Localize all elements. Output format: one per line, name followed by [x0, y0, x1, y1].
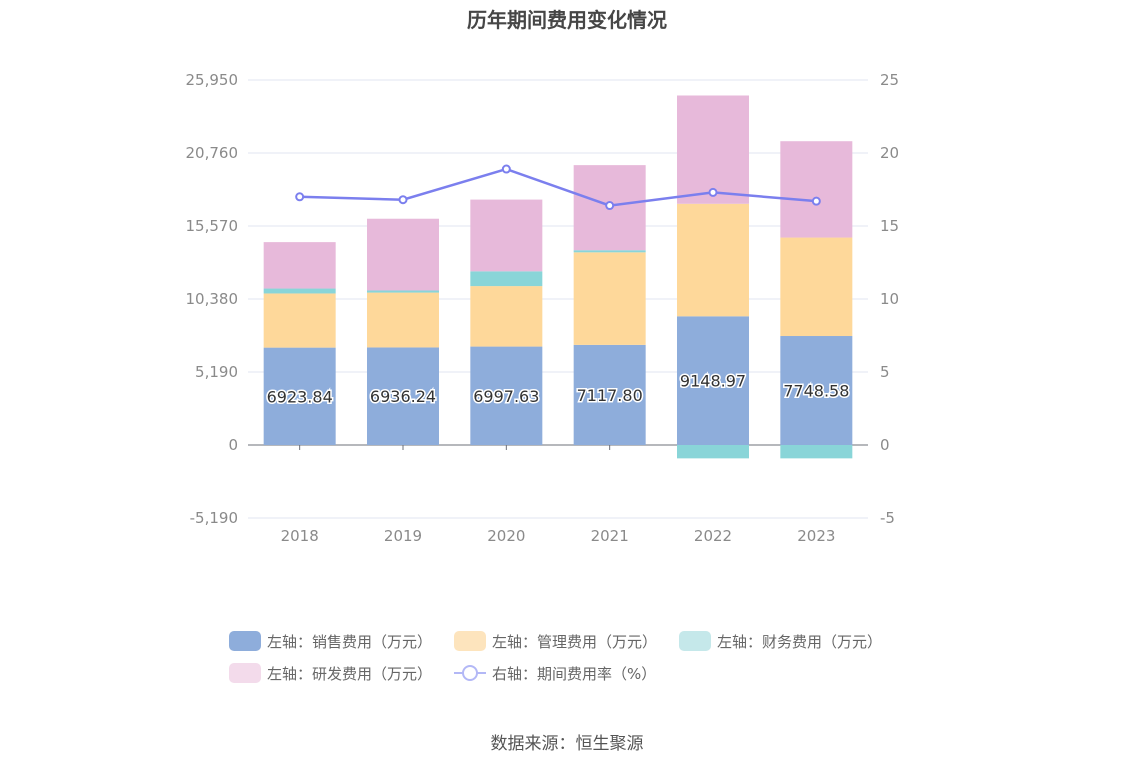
right-tick-label: 20 — [880, 144, 899, 162]
right-tick-label: 25 — [880, 71, 899, 89]
bar-value-label: 6923.84 — [267, 387, 333, 406]
expense-ratio-point — [501, 164, 511, 174]
left-tick-label: 25,950 — [186, 71, 239, 89]
bar-2021 — [573, 250, 646, 253]
bar-value-label: 7748.58 — [783, 382, 849, 401]
x-tick-label: 2023 — [797, 527, 835, 545]
bar-2018 — [263, 242, 336, 289]
x-tick-label: 2021 — [591, 527, 629, 545]
bar-2022 — [677, 445, 749, 459]
bar-2022 — [677, 316, 749, 445]
chart-title: 历年期间费用变化情况 — [467, 8, 667, 32]
expense-ratio-point — [605, 201, 615, 211]
bar-2019 — [367, 218, 439, 291]
bar-value-label: 6997.63 — [473, 387, 539, 406]
right-tick-label: 0 — [880, 436, 890, 454]
left-tick-label: -5,190 — [190, 509, 238, 527]
expense-ratio-point — [708, 187, 718, 197]
x-tick-label: 2019 — [384, 527, 422, 545]
bar-2020 — [470, 271, 543, 287]
bar-2018 — [263, 293, 336, 348]
bar-2018 — [263, 288, 336, 294]
bar-2021 — [573, 344, 646, 445]
legend-label-sales: 左轴：销售费用（万元） — [267, 632, 433, 651]
legend-label-rnd: 左轴：研发费用（万元） — [267, 664, 433, 683]
bar-2023 — [780, 237, 853, 337]
legend-item-finance[interactable]: 左轴：财务费用（万元） — [679, 630, 882, 652]
left-tick-label: 20,760 — [186, 144, 239, 162]
expense-ratio-point — [811, 196, 821, 206]
legend-item-admin[interactable]: 左轴：管理费用（万元） — [454, 630, 657, 652]
bar-2019 — [367, 347, 439, 445]
expense-ratio-point — [295, 192, 305, 202]
expense-ratio-point — [398, 195, 408, 205]
legend-swatch-admin — [454, 631, 487, 651]
bar-2019 — [367, 292, 439, 348]
bar-value-label: 9148.97 — [680, 372, 746, 391]
x-tick-label: 2018 — [281, 527, 319, 545]
legend-item-sales[interactable]: 左轴：销售费用（万元） — [229, 630, 432, 652]
expense-ratio-line — [299, 167, 817, 207]
x-tick-label: 2022 — [694, 527, 732, 545]
left-tick-label: 5,190 — [195, 363, 238, 381]
bar-2022 — [677, 203, 749, 317]
legend-swatch-sales — [229, 631, 261, 651]
bar-2023 — [780, 141, 853, 238]
bar-2021 — [573, 252, 646, 345]
x-tick-label: 2020 — [487, 527, 525, 545]
bar-2020 — [470, 286, 543, 347]
bar-2020 — [470, 199, 543, 272]
bar-2019 — [367, 290, 439, 293]
legend-label-admin: 左轴：管理费用（万元） — [492, 632, 658, 651]
legend: 左轴：销售费用（万元） 左轴：管理费用（万元） 左轴：财务费用（万元） 左轴：研… — [229, 630, 929, 684]
left-tick-label: 15,570 — [186, 217, 239, 235]
bar-2020 — [470, 346, 543, 445]
legend-item-rnd[interactable]: 左轴：研发费用（万元） — [229, 662, 432, 684]
bar-2023 — [780, 336, 853, 445]
legend-label-expense-ratio: 右轴：期间费用率（%） — [492, 664, 657, 683]
legend-line-marker-icon — [454, 663, 487, 683]
legend-item-expense-ratio[interactable]: 右轴：期间费用率（%） — [454, 662, 656, 684]
bar-2018 — [263, 347, 336, 445]
legend-swatch-rnd — [229, 663, 261, 683]
legend-label-finance: 左轴：财务费用（万元） — [717, 632, 883, 651]
bar-value-label: 6936.24 — [370, 387, 436, 406]
legend-swatch-finance — [679, 631, 712, 651]
bar-2023 — [780, 445, 853, 459]
bar-2022 — [677, 95, 749, 204]
right-tick-label: 15 — [880, 217, 899, 235]
bar-value-label: 7117.80 — [577, 386, 643, 405]
right-tick-label: 10 — [880, 290, 899, 308]
right-tick-label: 5 — [880, 363, 890, 381]
data-source: 数据来源：恒生聚源 — [490, 734, 644, 754]
right-tick-label: -5 — [880, 509, 895, 527]
left-tick-label: 10,380 — [186, 290, 239, 308]
left-tick-label: 0 — [228, 436, 238, 454]
